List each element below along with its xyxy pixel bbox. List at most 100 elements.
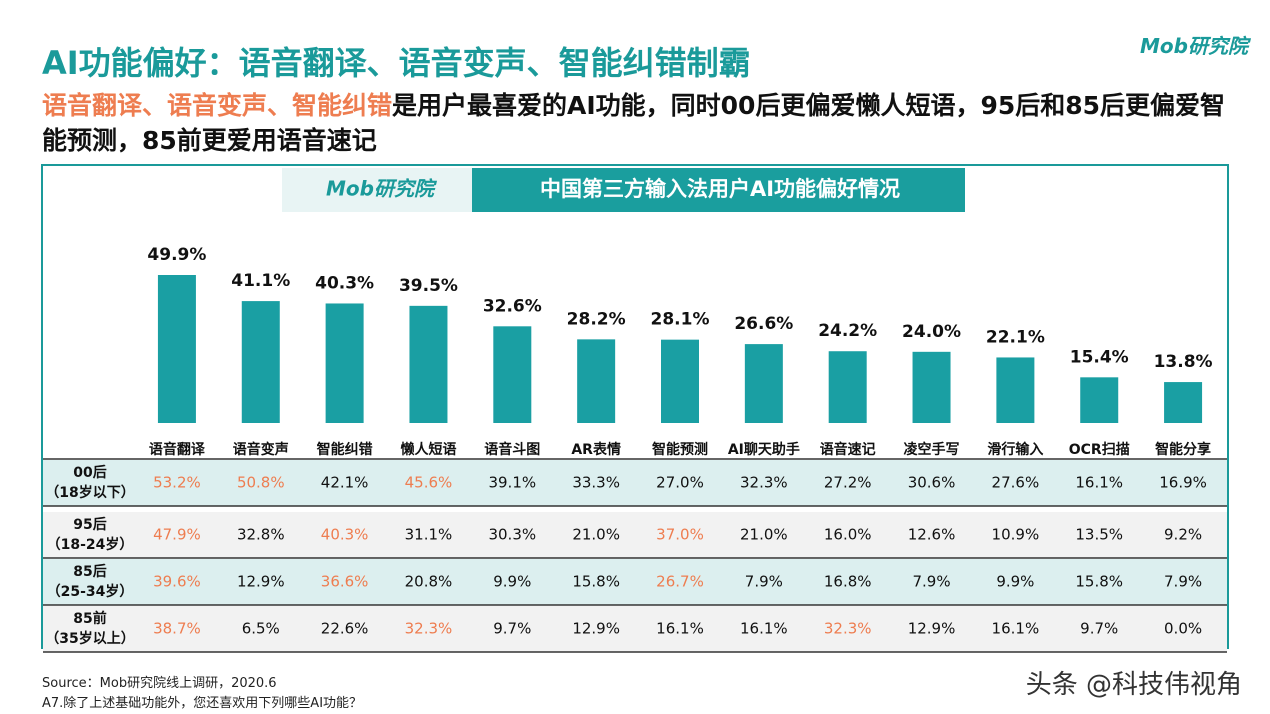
category-label: 滑行输入 xyxy=(987,441,1043,458)
table-cell: 10.9% xyxy=(992,526,1040,544)
value-label: 28.1% xyxy=(651,310,710,330)
table-cell: 12.9% xyxy=(237,573,285,591)
table-cell: 9.9% xyxy=(996,573,1034,591)
row-bg xyxy=(43,460,1227,506)
table-cell: 9.7% xyxy=(493,620,531,638)
subtitle: 语音翻译、语音变声、智能纠错是用户最喜爱的AI功能，同时00后更偏爱懒人短语，9… xyxy=(42,88,1242,158)
table-cell: 12.6% xyxy=(908,526,956,544)
bar xyxy=(1164,382,1203,423)
table-cell: 47.9% xyxy=(153,526,201,544)
table-cell: 45.6% xyxy=(405,474,453,492)
table-cell: 22.6% xyxy=(321,620,369,638)
table-cell: 38.7% xyxy=(153,620,201,638)
table-cell: 40.3% xyxy=(321,526,369,544)
table-cell: 12.9% xyxy=(572,620,620,638)
table-cell: 21.0% xyxy=(572,526,620,544)
value-label: 26.6% xyxy=(734,314,793,334)
table-cell: 7.9% xyxy=(745,573,783,591)
table-cell: 32.3% xyxy=(405,620,453,638)
row-label: 85后 xyxy=(73,563,106,580)
category-label: 智能分享 xyxy=(1154,441,1211,458)
row-label: 85前 xyxy=(73,610,106,627)
subtitle-highlight: 语音翻译、语音变声、智能纠错 xyxy=(42,91,393,120)
table-cell: 12.9% xyxy=(908,620,956,638)
table-cell: 33.3% xyxy=(572,474,620,492)
table-cell: 27.0% xyxy=(656,474,704,492)
category-label: 智能纠错 xyxy=(316,441,373,458)
bar xyxy=(409,305,448,423)
bar xyxy=(912,351,951,423)
row-label: （35岁以上） xyxy=(45,630,134,647)
table-cell: 30.3% xyxy=(488,526,536,544)
row-label: （18岁以下） xyxy=(45,484,134,501)
table-cell: 15.8% xyxy=(1075,573,1123,591)
table-cell: 16.1% xyxy=(992,620,1040,638)
bar xyxy=(661,339,699,423)
bar xyxy=(744,344,783,423)
category-label: 懒人短语 xyxy=(400,441,456,458)
value-label: 13.8% xyxy=(1154,352,1213,372)
table-cell: 31.1% xyxy=(405,526,453,544)
value-label: 24.2% xyxy=(818,321,877,341)
row-bg xyxy=(43,512,1227,558)
bar xyxy=(577,339,616,423)
table-cell: 39.6% xyxy=(153,573,201,591)
watermark: 头条 @科技伟视角 xyxy=(1025,670,1242,700)
category-label: AR表情 xyxy=(571,441,621,458)
table-cell: 21.0% xyxy=(740,526,788,544)
table-cell: 16.8% xyxy=(824,573,872,591)
category-label: 凌空手写 xyxy=(904,441,960,458)
row-bg xyxy=(43,559,1227,605)
value-label: 22.1% xyxy=(986,327,1045,347)
bar xyxy=(996,357,1035,423)
banner-logo-bg xyxy=(282,168,472,212)
logo: Mob研究院 xyxy=(1140,34,1248,58)
table-cell: 13.5% xyxy=(1075,526,1123,544)
table-cell: 37.0% xyxy=(656,526,704,544)
table-cell: 16.9% xyxy=(1159,474,1207,492)
category-label: 智能预测 xyxy=(651,441,708,458)
banner-logo: Mob研究院 xyxy=(326,177,438,201)
category-label: 语音变声 xyxy=(233,441,289,458)
table-cell: 7.9% xyxy=(912,573,950,591)
value-label: 40.3% xyxy=(315,273,374,293)
table-cell: 32.8% xyxy=(237,526,285,544)
row-label: 95后 xyxy=(73,516,106,533)
table-cell: 0.0% xyxy=(1164,620,1202,638)
table-cell: 26.7% xyxy=(656,573,704,591)
table-cell: 39.1% xyxy=(488,474,536,492)
table-cell: 36.6% xyxy=(321,573,369,591)
table-cell: 30.6% xyxy=(908,474,956,492)
table-cell: 42.1% xyxy=(321,474,369,492)
category-label: 语音速记 xyxy=(820,441,876,458)
bar xyxy=(493,326,532,423)
table-cell: 9.9% xyxy=(493,573,531,591)
row-label: （18-24岁） xyxy=(47,536,134,553)
table-cell: 16.0% xyxy=(824,526,872,544)
table-cell: 9.2% xyxy=(1164,526,1202,544)
source: Source：Mob研究院线上调研，2020.6 xyxy=(42,676,277,691)
table-cell: 16.1% xyxy=(740,620,788,638)
value-label: 32.6% xyxy=(483,296,542,316)
table-cell: 16.1% xyxy=(656,620,704,638)
table-cell: 6.5% xyxy=(242,620,280,638)
category-label: OCR扫描 xyxy=(1069,441,1130,458)
row-label: 00后 xyxy=(73,464,106,481)
bar xyxy=(1080,377,1119,423)
row-bg xyxy=(43,606,1227,652)
bar xyxy=(325,303,364,423)
title: AI功能偏好：语音翻译、语音变声、智能纠错制霸 xyxy=(42,44,751,82)
category-label: AI聊天助手 xyxy=(728,441,800,458)
note: A7.除了上述基础功能外，您还喜欢用下列哪些AI功能？ xyxy=(42,696,363,711)
value-label: 15.4% xyxy=(1070,347,1129,367)
table-cell: 9.7% xyxy=(1080,620,1118,638)
row-label: （25-34岁） xyxy=(47,583,134,600)
table-cell: 7.9% xyxy=(1164,573,1202,591)
table-cell: 32.3% xyxy=(824,620,872,638)
table-cell: 50.8% xyxy=(237,474,285,492)
value-label: 24.0% xyxy=(902,322,961,342)
value-label: 49.9% xyxy=(147,245,206,265)
subtitle-text: 是用户最喜爱的AI功能，同时00后更偏爱懒人短语，95后和85后更偏爱智能预测，… xyxy=(42,91,1226,155)
